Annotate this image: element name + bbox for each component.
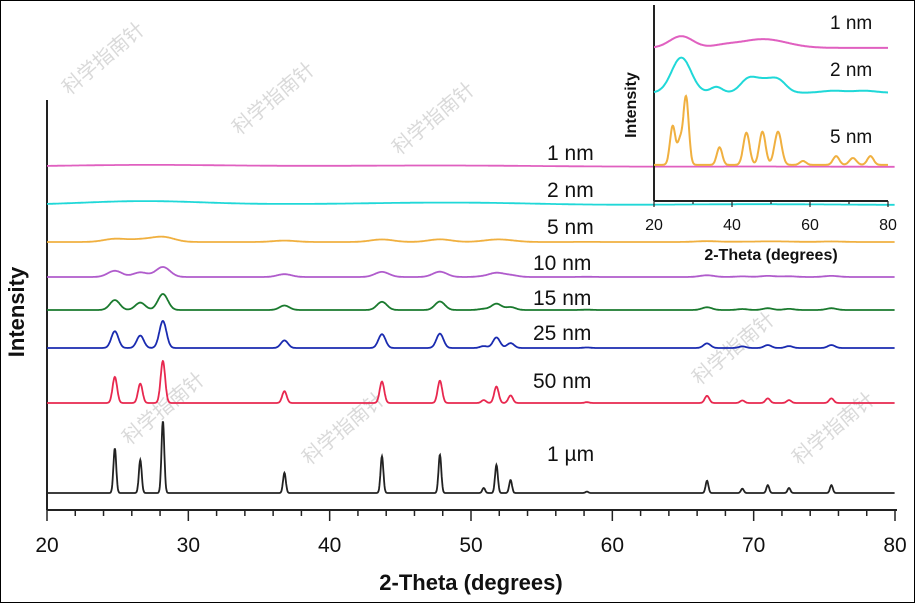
series-label: 5 nm bbox=[547, 216, 594, 239]
inset-plot: 20 40 60 80 1 nm 2 nm 5 nm bbox=[645, 5, 897, 234]
series-line-2nm bbox=[47, 200, 895, 206]
series-label: 1 nm bbox=[547, 142, 594, 165]
x-tick-label: 30 bbox=[177, 534, 200, 557]
series-label: 25 nm bbox=[533, 322, 591, 345]
inset-series-label: 5 nm bbox=[830, 127, 872, 148]
inset-series-line-2nm bbox=[653, 56, 888, 94]
inset-x-tick-label: 80 bbox=[879, 217, 897, 234]
series-line-1µm bbox=[47, 421, 895, 494]
inset-x-tick-label: 40 bbox=[723, 217, 741, 234]
inset-x-tick-label: 60 bbox=[801, 217, 819, 234]
series-label: 50 nm bbox=[533, 370, 591, 393]
x-tick-label: 70 bbox=[742, 534, 765, 557]
inset-series-line-5nm bbox=[654, 94, 888, 166]
x-tick-label: 20 bbox=[35, 534, 58, 557]
x-tick-label: 80 bbox=[883, 534, 906, 557]
inset-series-line-1nm bbox=[654, 35, 888, 49]
series-label: 15 nm bbox=[533, 287, 591, 310]
x-tick-label: 40 bbox=[318, 534, 341, 557]
series-line-5nm bbox=[47, 235, 895, 243]
series-label: 10 nm bbox=[533, 252, 591, 275]
series-line-10nm bbox=[47, 266, 895, 278]
inset-series-label: 1 nm bbox=[830, 13, 872, 34]
watermark-text: 科学指南针 bbox=[58, 18, 149, 100]
series-line-25nm bbox=[47, 320, 895, 349]
inset-x-axis-title: 2-Theta (degrees) bbox=[704, 247, 837, 264]
series-line-15nm bbox=[47, 293, 895, 311]
watermark-text: 科学指南针 bbox=[298, 388, 389, 470]
watermark-text: 科学指南针 bbox=[388, 78, 479, 160]
series-line-1nm bbox=[47, 164, 895, 168]
x-tick-label: 60 bbox=[601, 534, 624, 557]
x-axis-title: 2-Theta (degrees) bbox=[379, 570, 562, 595]
main-plot: 20 30 40 50 60 70 80 1 µm 50 nm 25 nm 15 nm 10 nm 5 … bbox=[35, 100, 907, 557]
series-label: 1 µm bbox=[547, 443, 594, 466]
inset-series-label: 2 nm bbox=[830, 60, 872, 81]
inset-x-tick-label: 20 bbox=[645, 217, 663, 234]
x-tick-label: 50 bbox=[459, 534, 482, 557]
inset-y-axis-title: Intensity bbox=[623, 72, 640, 138]
series-label: 2 nm bbox=[547, 179, 594, 202]
watermark-text: 科学指南针 bbox=[228, 58, 319, 140]
y-axis-title: Intensity bbox=[4, 266, 29, 357]
series-line-50nm bbox=[47, 359, 895, 404]
